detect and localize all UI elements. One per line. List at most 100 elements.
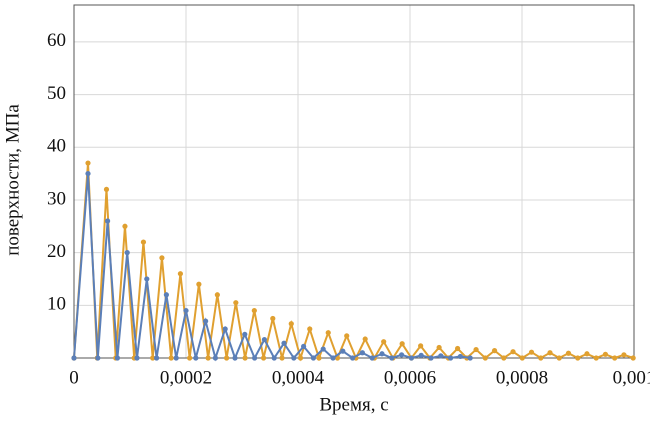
data-point [196, 281, 202, 287]
data-point [270, 315, 276, 322]
data-point [519, 355, 525, 361]
data-point [467, 355, 473, 361]
data-point [330, 355, 336, 361]
data-point [621, 352, 627, 358]
data-point [399, 341, 405, 347]
x-tick-label: 0,0002 [160, 367, 212, 388]
data-point [222, 326, 228, 332]
data-point [408, 355, 414, 361]
x-tick-label: 0 [69, 367, 79, 388]
data-point [122, 223, 128, 229]
y-tick-label: 40 [47, 136, 66, 157]
data-point [260, 355, 267, 361]
data-point [173, 355, 179, 361]
data-point [252, 355, 258, 361]
y-tick-label: 30 [47, 188, 66, 209]
data-point [501, 355, 507, 361]
data-point [436, 344, 442, 351]
y-tick-label: 20 [47, 241, 66, 262]
data-point [325, 330, 331, 336]
data-point [214, 292, 220, 298]
x-axis-label: Время, с [319, 394, 388, 415]
data-point [251, 307, 257, 314]
data-point [320, 346, 326, 352]
data-point [389, 355, 395, 361]
data-point [134, 355, 140, 361]
data-point [193, 355, 199, 361]
data-point [261, 336, 267, 343]
data-point [232, 355, 238, 361]
data-point [438, 353, 444, 359]
data-point [418, 343, 424, 349]
data-point [381, 339, 387, 345]
y-tick-label: 60 [47, 30, 66, 51]
x-tick-label: 0,0004 [272, 367, 325, 388]
data-point [448, 355, 454, 361]
data-point [85, 170, 91, 177]
data-point [344, 333, 350, 339]
data-point [183, 307, 189, 314]
data-point [612, 355, 618, 361]
data-point [281, 340, 287, 346]
y-tick-label: 50 [47, 83, 66, 104]
data-point [630, 355, 636, 361]
data-point [428, 355, 434, 361]
data-point [575, 355, 581, 361]
data-point [538, 355, 544, 361]
data-point [224, 355, 230, 361]
x-tick-label: 0,001 [613, 367, 650, 388]
data-point [340, 348, 346, 354]
data-point [233, 300, 239, 306]
y-axis-label: поверхности, МПа [2, 104, 23, 256]
data-point [316, 355, 322, 361]
data-point [242, 355, 248, 361]
data-point [291, 355, 297, 361]
data-point [144, 276, 150, 282]
data-point [491, 348, 498, 354]
data-point [205, 355, 211, 361]
x-tick-label: 0,0008 [496, 367, 548, 388]
data-point [105, 218, 111, 224]
data-point [359, 350, 365, 356]
data-point [399, 352, 405, 358]
data-point [556, 355, 562, 361]
data-point [362, 336, 368, 342]
data-point [95, 355, 101, 361]
data-point [103, 186, 110, 193]
data-point [310, 355, 316, 361]
data-point [510, 349, 516, 355]
data-point [288, 321, 294, 327]
data-point [307, 326, 313, 332]
data-point [177, 271, 183, 277]
data-point [212, 355, 218, 361]
series-line [73, 162, 634, 362]
data-point [168, 355, 174, 361]
data-point [203, 318, 209, 324]
data-point [279, 355, 285, 361]
data-point [159, 255, 165, 261]
data-point [150, 355, 156, 361]
data-point [297, 355, 304, 361]
data-point [455, 345, 461, 352]
data-point [187, 355, 193, 361]
data-point [124, 250, 130, 256]
data-point [71, 355, 77, 361]
data-point [140, 239, 147, 245]
data-point [271, 355, 277, 361]
data-point [593, 355, 599, 361]
data-point [547, 350, 553, 356]
series-line [73, 173, 471, 362]
data-point [602, 351, 609, 357]
data-point [114, 355, 120, 361]
data-point [584, 351, 590, 357]
data-point [565, 350, 572, 356]
data-point [369, 355, 375, 361]
data-point [473, 346, 479, 353]
data-point [350, 355, 356, 361]
data-point [301, 343, 307, 350]
data-point [418, 352, 424, 358]
data-point [379, 351, 385, 357]
data-point [154, 355, 160, 361]
